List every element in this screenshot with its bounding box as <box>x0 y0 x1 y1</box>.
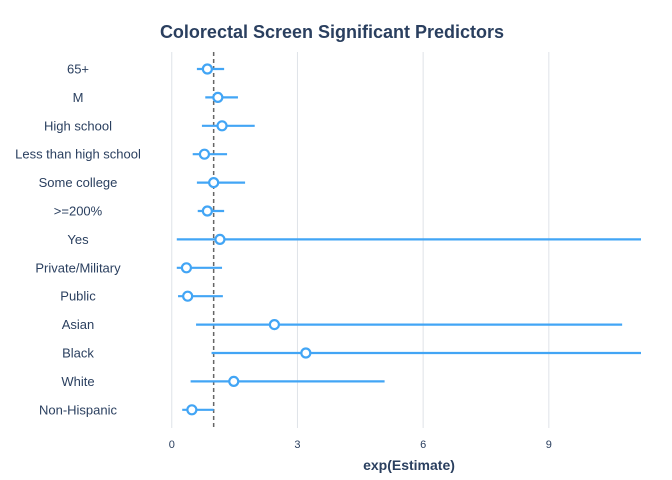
estimate-point-3 <box>198 148 211 160</box>
category-label-7: Private/Military <box>35 260 121 275</box>
category-label-8: Public <box>60 289 96 304</box>
category-label-6: Yes <box>67 232 89 247</box>
estimate-point-10 <box>300 347 312 359</box>
category-label-3: Less than high school <box>15 147 141 162</box>
category-label-11: White <box>61 374 94 389</box>
x-tick-label-3: 9 <box>546 439 552 451</box>
estimate-point-0 <box>201 63 213 75</box>
chart-title: Colorectal Screen Significant Predictors <box>160 22 504 42</box>
x-tick-labels: 0 3 6 9 <box>169 439 552 451</box>
category-label-4: Some college <box>39 175 118 190</box>
estimate-point-11 <box>228 375 240 387</box>
estimate-point-12 <box>186 404 198 416</box>
category-labels: 65+ M High school Less than high school Some… <box>15 62 141 418</box>
category-label-10: Black <box>62 346 94 361</box>
x-tick-label-2: 6 <box>420 439 426 451</box>
estimate-markers <box>176 63 641 416</box>
estimate-point-1 <box>212 91 224 104</box>
x-axis-title: exp(Estimate) <box>363 457 455 473</box>
category-label-0: 65+ <box>67 62 89 77</box>
estimate-point-8 <box>182 290 194 302</box>
estimate-point-2 <box>216 120 228 132</box>
category-label-1: M <box>73 90 84 105</box>
x-tick-label-1: 3 <box>294 439 300 451</box>
estimate-point-9 <box>268 319 281 331</box>
category-label-2: High school <box>44 118 112 133</box>
category-label-12: Non-Hispanic <box>39 402 118 417</box>
x-tick-label-0: 0 <box>169 439 175 451</box>
category-label-9: Asian <box>62 317 95 332</box>
estimate-point-4 <box>208 177 220 189</box>
estimate-point-6 <box>214 233 226 245</box>
estimate-point-7 <box>180 262 193 274</box>
estimate-point-5 <box>201 205 213 217</box>
category-label-5: >=200% <box>54 204 103 219</box>
